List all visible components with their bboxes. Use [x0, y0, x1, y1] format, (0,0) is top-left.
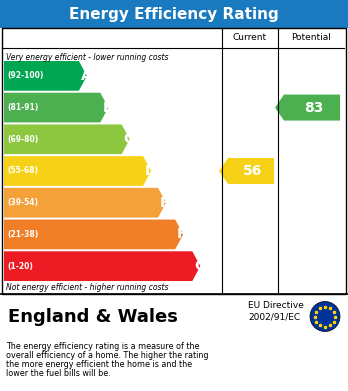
Text: (1-20): (1-20): [7, 262, 33, 271]
Text: B: B: [102, 100, 113, 115]
Text: the more energy efficient the home is and the: the more energy efficient the home is an…: [6, 360, 192, 369]
Polygon shape: [219, 158, 274, 184]
Text: Current: Current: [233, 34, 267, 43]
Text: (69-80): (69-80): [7, 135, 38, 144]
Text: G: G: [194, 259, 206, 273]
Circle shape: [310, 301, 340, 332]
Text: Not energy efficient - higher running costs: Not energy efficient - higher running co…: [6, 283, 168, 292]
Polygon shape: [4, 220, 183, 249]
Text: (81-91): (81-91): [7, 103, 38, 112]
Text: (55-68): (55-68): [7, 167, 38, 176]
Polygon shape: [4, 188, 166, 217]
Text: (21-38): (21-38): [7, 230, 38, 239]
Text: 83: 83: [304, 100, 324, 115]
Polygon shape: [275, 95, 340, 120]
Text: 56: 56: [243, 164, 263, 178]
Bar: [0, 0, 348, 28]
Polygon shape: [4, 251, 200, 281]
Text: Very energy efficient - lower running costs: Very energy efficient - lower running co…: [6, 53, 168, 62]
Text: Energy Efficiency Rating: Energy Efficiency Rating: [69, 7, 279, 22]
Text: overall efficiency of a home. The higher the rating: overall efficiency of a home. The higher…: [6, 351, 208, 360]
Text: E: E: [160, 196, 169, 210]
Text: (92-100): (92-100): [7, 71, 44, 81]
Text: F: F: [177, 228, 187, 241]
Polygon shape: [4, 156, 151, 186]
Text: 2002/91/EC: 2002/91/EC: [248, 312, 300, 321]
Text: A: A: [81, 69, 92, 83]
Polygon shape: [4, 124, 130, 154]
Text: England & Wales: England & Wales: [8, 307, 178, 325]
Bar: [2, 28, 346, 294]
Text: The energy efficiency rating is a measure of the: The energy efficiency rating is a measur…: [6, 342, 199, 351]
Text: Potential: Potential: [291, 34, 331, 43]
Polygon shape: [4, 93, 108, 122]
Text: D: D: [145, 164, 157, 178]
Text: lower the fuel bills will be.: lower the fuel bills will be.: [6, 369, 111, 378]
Text: (39-54): (39-54): [7, 198, 38, 207]
Polygon shape: [4, 61, 87, 91]
Text: EU Directive: EU Directive: [248, 301, 304, 310]
Text: C: C: [124, 132, 134, 146]
